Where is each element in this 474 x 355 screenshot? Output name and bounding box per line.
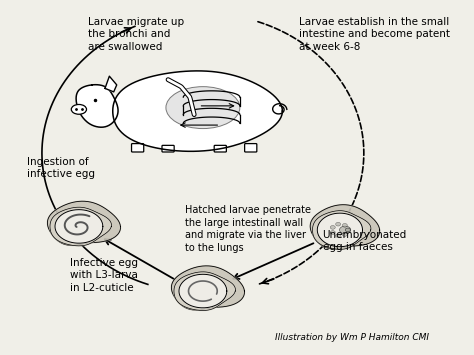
Ellipse shape <box>346 228 350 232</box>
Ellipse shape <box>330 231 335 234</box>
Ellipse shape <box>71 104 87 114</box>
Polygon shape <box>172 266 245 310</box>
Polygon shape <box>310 205 380 249</box>
Polygon shape <box>312 211 371 249</box>
FancyBboxPatch shape <box>214 145 227 152</box>
FancyBboxPatch shape <box>162 145 174 152</box>
Polygon shape <box>105 76 117 92</box>
FancyBboxPatch shape <box>132 144 144 152</box>
FancyBboxPatch shape <box>245 144 257 152</box>
Polygon shape <box>113 71 283 151</box>
Text: Larvae establish in the small
intestine and become patent
at week 6-8: Larvae establish in the small intestine … <box>299 17 449 51</box>
Text: Illustration by Wm P Hamilton CMI: Illustration by Wm P Hamilton CMI <box>275 333 429 342</box>
Ellipse shape <box>342 224 347 227</box>
Polygon shape <box>55 210 103 243</box>
Polygon shape <box>47 201 120 245</box>
Ellipse shape <box>346 228 350 232</box>
Ellipse shape <box>339 226 351 234</box>
Ellipse shape <box>342 233 347 236</box>
Polygon shape <box>179 274 227 308</box>
Text: Unembryonated
egg in faeces: Unembryonated egg in faeces <box>322 230 407 252</box>
Text: Hatched larvae penetrate
the large intestinall wall
and migrate via the liver
to: Hatched larvae penetrate the large intes… <box>185 206 311 253</box>
Ellipse shape <box>166 87 240 129</box>
Text: Ingestion of
infective egg: Ingestion of infective egg <box>27 157 95 179</box>
Text: Infective egg
with L3-larva
in L2-cuticle: Infective egg with L3-larva in L2-cuticl… <box>70 258 138 293</box>
Polygon shape <box>76 85 118 127</box>
Polygon shape <box>50 207 111 246</box>
Ellipse shape <box>336 222 341 226</box>
Ellipse shape <box>330 225 335 229</box>
Polygon shape <box>317 213 363 247</box>
Ellipse shape <box>336 234 341 237</box>
Text: Larvae migrate up
the bronchi and
are swallowed: Larvae migrate up the bronchi and are sw… <box>88 17 184 51</box>
Polygon shape <box>174 272 236 311</box>
